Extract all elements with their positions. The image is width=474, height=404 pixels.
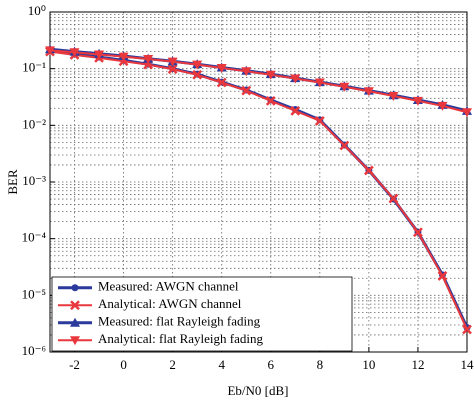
marker (167, 57, 178, 67)
marker (339, 82, 350, 92)
y-axis-label: BER (5, 169, 20, 195)
legend-box (51, 276, 353, 352)
marker (388, 91, 399, 101)
y-tick-label: 10⁻¹ (22, 60, 46, 75)
marker (45, 46, 55, 56)
marker (71, 284, 79, 292)
marker (363, 165, 374, 176)
marker (241, 67, 252, 77)
marker (339, 140, 350, 151)
legend-label: Measured: AWGN channel (98, 279, 239, 294)
marker (216, 77, 227, 88)
marker (314, 115, 325, 126)
marker (94, 50, 105, 60)
marker (388, 193, 399, 204)
marker (363, 87, 374, 97)
x-tick-label: 10 (362, 357, 375, 372)
marker (118, 52, 129, 62)
marker (412, 96, 423, 106)
marker (167, 64, 178, 75)
legend-label: Analytical: AWGN channel (98, 296, 242, 311)
marker (437, 271, 448, 281)
y-tick-label: 10⁻² (22, 116, 46, 131)
y-tick-label: 10⁻⁴ (22, 230, 47, 245)
marker (192, 69, 203, 80)
y-tick-label: 10⁻⁶ (22, 343, 46, 358)
x-axis-label: Eb/N0 [dB] (227, 383, 288, 398)
x-tick-label: 4 (218, 357, 225, 372)
marker (241, 85, 252, 96)
x-tick-label: 0 (120, 357, 127, 372)
marker (70, 336, 80, 346)
x-tick-label: 12 (411, 357, 424, 372)
marker (437, 101, 448, 111)
x-tick-label: 2 (169, 357, 176, 372)
y-tick-label: 10⁻⁵ (22, 286, 46, 301)
marker (70, 317, 80, 327)
marker (265, 70, 276, 80)
y-tick-label: 10⁻³ (22, 173, 46, 188)
marker (290, 74, 301, 84)
x-tick-label: 6 (268, 357, 275, 372)
marker (265, 96, 276, 106)
marker (290, 105, 301, 116)
marker (70, 300, 80, 311)
x-tick-label: -2 (69, 357, 80, 372)
legend: Measured: AWGN channel Analytical: AWGN c… (51, 276, 353, 352)
marker (143, 55, 154, 65)
marker (462, 324, 472, 335)
series-line (49, 50, 468, 330)
marker (413, 227, 423, 238)
marker (69, 48, 80, 58)
marker (192, 60, 203, 70)
marker (216, 63, 227, 73)
marker (462, 108, 472, 118)
x-tick-label: 8 (317, 357, 324, 372)
y-tick-label: 10⁰ (28, 3, 46, 18)
x-tick-label: 14 (461, 357, 474, 372)
legend-label: Measured: flat Rayleigh fading (98, 314, 261, 329)
series-line (49, 49, 468, 114)
marker (314, 78, 325, 88)
legend-label: Analytical: flat Rayleigh fading (98, 331, 263, 346)
